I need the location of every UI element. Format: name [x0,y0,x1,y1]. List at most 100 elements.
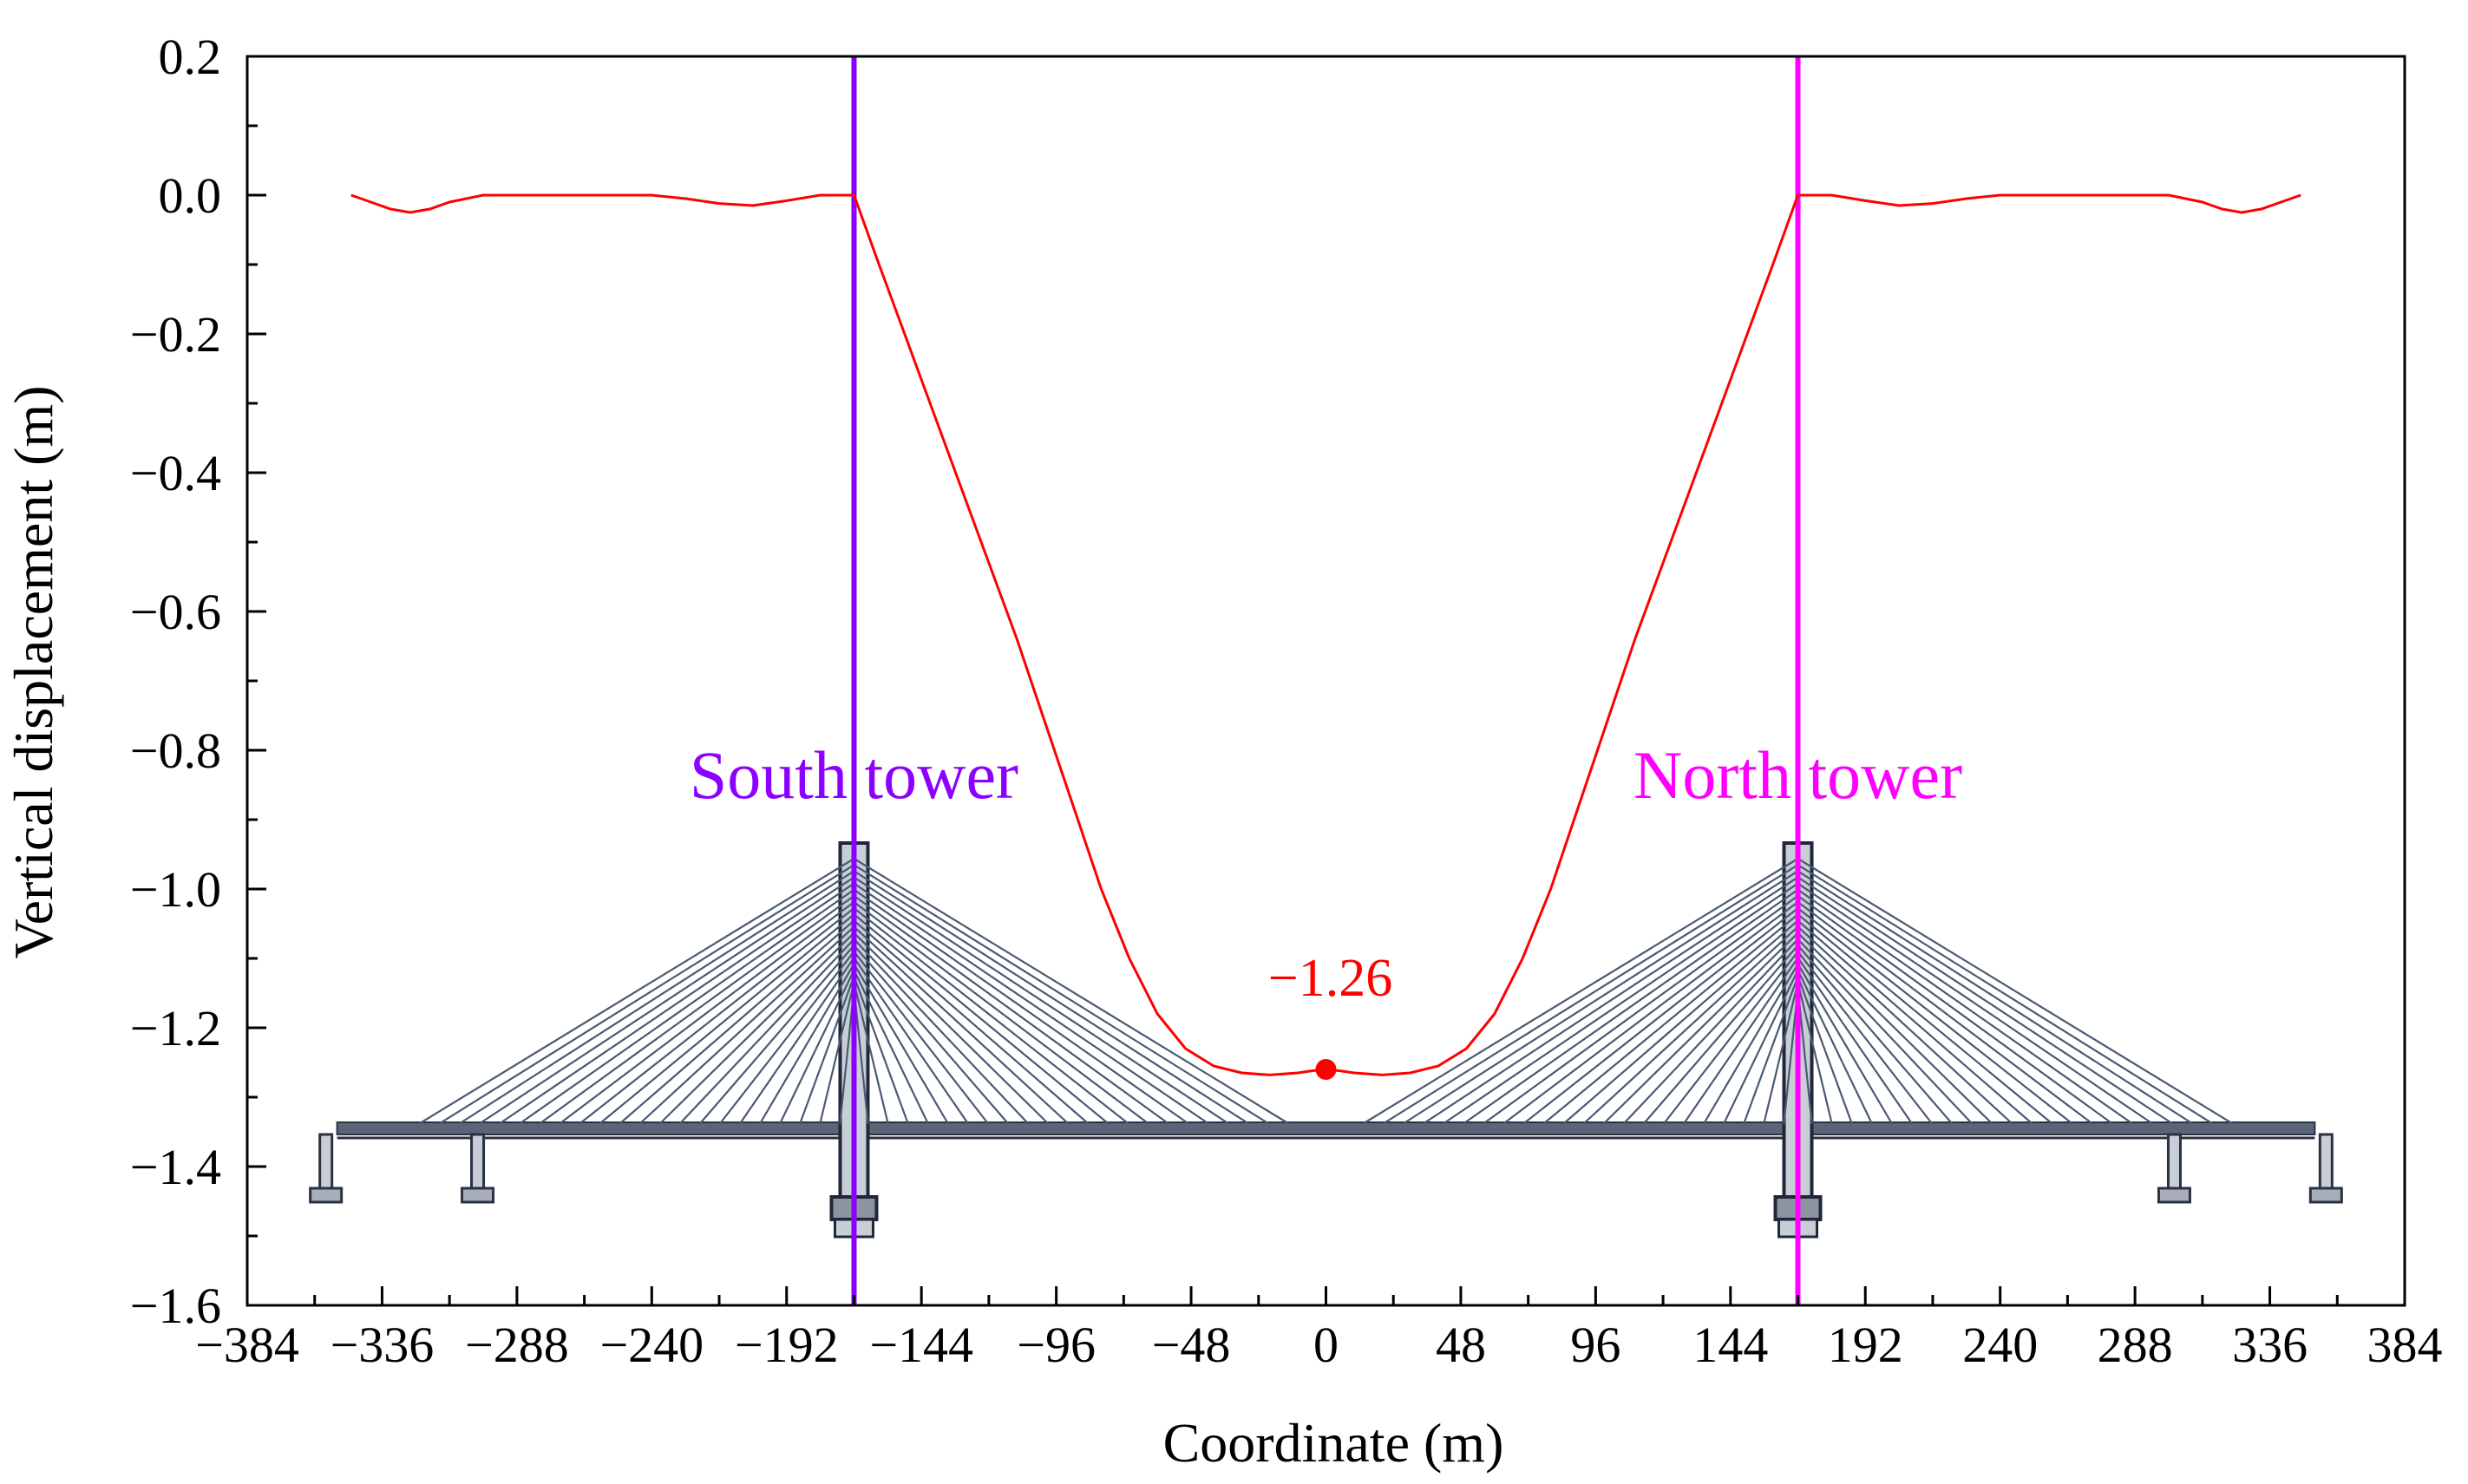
bridge-stay-cable [1797,907,2074,1125]
bridge-stay-cable [1522,907,1799,1125]
bridge-stay-cable [853,901,1150,1125]
bridge-stay-cable [1797,870,2194,1125]
bridge-stay-cable [1422,876,1799,1125]
tower-lines [851,56,1801,1305]
bridge-stay-cable [1642,945,1799,1125]
bridge-stay-cable [1797,982,1833,1125]
max-displacement-label: −1.26 [1268,949,1392,1008]
x-tick-label: −192 [735,1317,839,1373]
bridge-stay-cable [853,945,1010,1125]
bridge-stay-cable [1797,882,2154,1125]
x-tick-label: 144 [1692,1317,1768,1373]
bridge-pier-foot [461,1187,495,1204]
bridge-stay-cable [458,870,855,1125]
bridge-stay-cable [1797,957,1914,1125]
tower-label: South tower [690,737,1018,813]
bridge-stay-cable [518,888,855,1125]
bridge-stay-cable [1602,932,1799,1125]
bridge-stay-cable [678,938,855,1125]
x-axis-title: Coordinate (m) [1163,1412,1504,1474]
bridge-stay-cable [1462,888,1799,1125]
bridge-stay-cable [1362,858,1799,1125]
labels-layer: −1.26 South tower North tower [690,737,1962,1080]
bridge-stay-cable [619,919,855,1125]
bridge-stay-cable [1797,901,2094,1125]
bridge-stay-cable [853,951,990,1125]
bridge-stay-cable [853,957,970,1125]
y-tick-label: −1.4 [130,1139,221,1195]
bridge-stay-cable [1797,951,1934,1125]
bridge-stay-cable [1502,901,1799,1125]
bridge-stay-cable [1797,919,2033,1125]
bridge-stay-cable [599,913,855,1125]
bridge-stay-cable [1763,982,1799,1125]
y-tick-label: −1.6 [130,1278,221,1334]
bridge-pier-foot [2308,1187,2343,1204]
bridge-stay-cable [1797,963,1894,1125]
bridge-stay-cable [1797,888,2134,1125]
bridge-stay-cable [853,876,1230,1125]
bridge-stay-cable [718,951,855,1125]
bridge-stay-cable [853,870,1250,1125]
bridge-stay-cable [853,919,1090,1125]
x-tick-label: −240 [599,1317,704,1373]
bridge-stay-cable [1682,957,1799,1125]
x-tick-label: −384 [195,1317,299,1373]
y-tick-label: 0.0 [159,167,222,224]
bridge-stay-cable [698,945,855,1125]
bridge-stay-cable [853,932,1050,1125]
bridge-stay-cable [853,925,1070,1125]
x-tick-label: −96 [1017,1317,1096,1373]
x-tick-label: −144 [869,1317,973,1373]
x-tick-label: −48 [1152,1317,1231,1373]
bridge-stay-cable [853,907,1130,1125]
bridge-stay-cable [1582,925,1799,1125]
x-tick-label: 192 [1828,1317,1903,1373]
bridge-pier [2166,1133,2182,1197]
bridge-stay-cable [638,925,855,1125]
bridge-stay-cable [1797,858,2235,1125]
bridge-stay-cable [798,976,855,1125]
x-axis: −384 −336 −288 −240 −192 −144 −96 −48 0 48 96 144 19… [195,1286,2443,1373]
bridge-stay-cable [853,963,950,1125]
bridge-stay-cable [658,932,855,1125]
y-tick-label: 0.2 [159,29,222,85]
bridge-stay-cable [1797,938,1974,1125]
bridge-stay-cable [853,894,1170,1125]
cable-stayed-bridge-illustration [309,841,2343,1239]
bridge-stay-cable [1402,870,1799,1125]
bridge-stay-cable [738,957,855,1125]
x-tick-label: −336 [331,1317,435,1373]
bridge-stay-cable [1702,963,1799,1125]
bridge-stay-cable [438,864,855,1125]
bridge-stay-cable [1743,976,1799,1125]
bridge-stay-cable [478,876,855,1125]
y-axis: 0.2 0.0 −0.2 −0.4 −0.6 −0.8 −1.0 −1.2 −1.4 −1.6 [130,29,266,1334]
y-tick-label: −0.2 [130,306,221,363]
x-tick-label: 288 [2098,1317,2173,1373]
bridge-stay-cable [558,901,855,1125]
bridge-stay-cable [853,888,1190,1125]
bridge-stay-cable [538,894,855,1125]
bridge-stay-cable [1797,976,1854,1125]
bridge-stay-cable [1562,919,1799,1125]
bridge-stay-cable [1797,894,2114,1125]
max-displacement-point [1315,1059,1337,1080]
bridge-stay-cable [498,882,855,1125]
x-tick-label: 96 [1570,1317,1620,1373]
bridge-stay-cable [1797,864,2214,1125]
bridge-pier [2318,1133,2334,1197]
bridge-stay-cable [819,982,855,1125]
bridge-pier-foot [2157,1187,2191,1204]
bridge-stay-cable [1382,864,1799,1125]
bridge-stay-cable [758,963,855,1125]
bridge-stay-cable [417,858,855,1125]
y-axis-title: Vertical displacement (m) [3,385,64,958]
bridge-pier [318,1133,334,1197]
y-tick-label: −1.2 [130,1000,221,1056]
bridge-stay-cable [578,907,855,1125]
x-tick-label: 336 [2232,1317,2308,1373]
